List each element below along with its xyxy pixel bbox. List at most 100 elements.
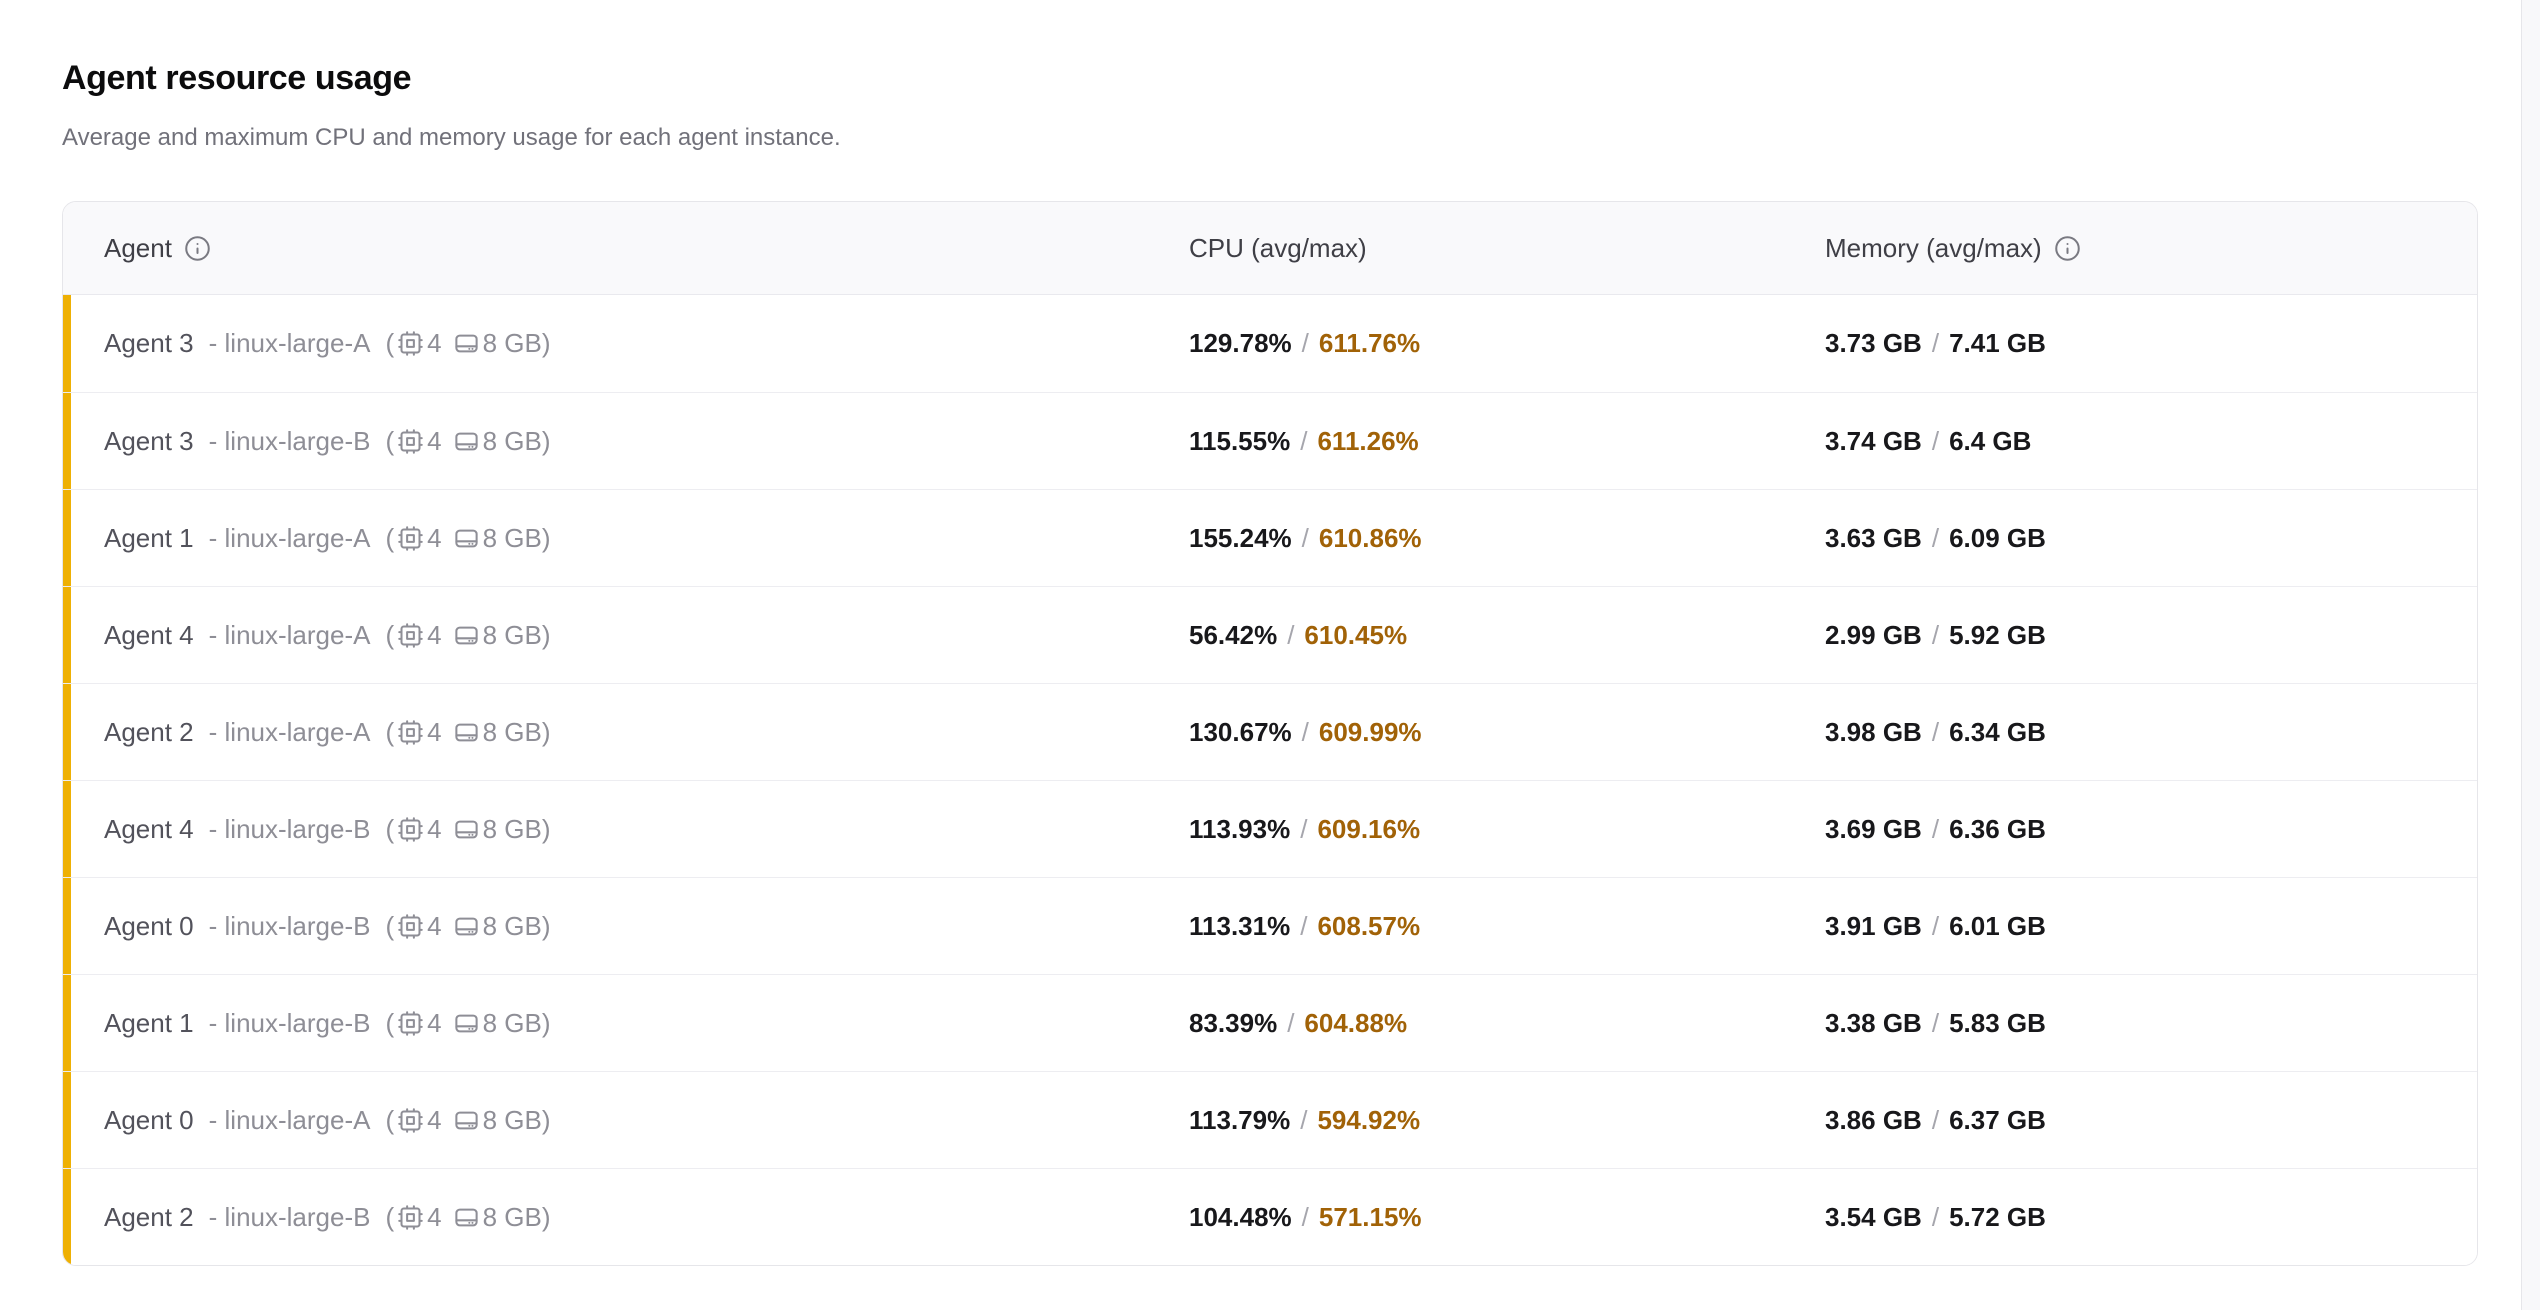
memory-drive-icon [454,820,478,838]
spec-close-paren: ) [541,813,551,844]
spec-open-paren: ( [385,813,395,844]
cpu-max-value: 610.86% [1318,522,1422,553]
cpu-count: 4 [427,522,442,553]
spec-open-paren: ( [385,1201,395,1232]
machine-spec: ( 4 8 GB ) [385,1202,550,1233]
memory-size: 8 GB [482,328,542,358]
spec-close-paren: ) [541,910,551,941]
value-separator: / [1931,1007,1940,1038]
machine-spec: ( 4 8 GB ) [385,1008,550,1039]
memory-size: 8 GB [482,522,542,553]
memory-avg-value: 3.91 GB [1825,910,1922,941]
cpu-count: 4 [427,619,442,650]
spec-open-paren: ( [385,1007,395,1038]
spec-close-paren: ) [541,522,551,553]
cpu-count: 4 [427,1201,442,1232]
memory-drive-icon [454,626,478,644]
cpu-cell: 115.55% / 611.26% [1189,426,1825,457]
value-separator: / [1301,1201,1309,1232]
agent-name: Agent 0 [104,910,194,941]
cpu-cell: 104.48% / 571.15% [1189,1202,1825,1233]
memory-max-value: 6.36 GB [1949,813,2046,844]
cpu-avg-value: 113.79% [1189,1104,1291,1135]
cpu-max-value: 571.15% [1318,1201,1422,1232]
scrollbar-track[interactable] [2521,0,2540,1310]
agent-name: Agent 1 [104,522,194,553]
value-separator: / [1300,813,1308,844]
page-subtitle: Average and maximum CPU and memory usage… [62,124,841,151]
spec-close-paren: ) [541,619,551,650]
machine-name: - linux-large-A [208,1104,371,1135]
agent-cell: Agent 1 - linux-large-A ( 4 8 GB ) [71,523,1189,554]
spec-open-paren: ( [385,522,395,553]
value-separator: / [1300,425,1308,456]
memory-avg-value: 2.99 GB [1825,619,1922,650]
cpu-chip-icon [398,1010,423,1036]
memory-size: 8 GB [482,1007,542,1038]
value-separator: / [1931,1104,1940,1135]
value-separator: / [1301,328,1309,358]
value-separator: / [1931,425,1940,456]
cpu-avg-value: 113.31% [1189,910,1291,941]
value-separator: / [1300,1104,1308,1135]
memory-drive-icon [454,432,478,450]
memory-drive-icon [454,723,478,741]
memory-cell: 3.74 GB / 6.4 GB [1825,426,2477,457]
cpu-column-label: CPU (avg/max) [1189,232,1367,263]
cpu-max-value: 611.76% [1318,328,1421,358]
cpu-cell: 113.31% / 608.57% [1189,911,1825,942]
machine-name: - linux-large-A [208,619,371,650]
cpu-cell: 155.24% / 610.86% [1189,523,1825,554]
machine-spec: ( 4 8 GB ) [385,814,550,845]
spec-open-paren: ( [385,328,395,358]
cpu-chip-icon [398,525,423,551]
cpu-cell: 129.78% / 611.76% [1189,328,1825,359]
machine-spec: ( 4 8 GB ) [385,911,550,942]
cpu-chip-icon [398,622,423,648]
cpu-avg-value: 83.39% [1189,1007,1278,1038]
spec-close-paren: ) [541,328,551,358]
memory-drive-icon [454,334,478,353]
cpu-avg-value: 115.55% [1189,425,1291,456]
agent-cell: Agent 4 - linux-large-B ( 4 8 GB ) [71,814,1189,845]
agent-usage-card: Agent CPU (avg/max) Memory (avg/max) Age… [62,201,2478,1266]
value-separator: / [1301,522,1309,553]
cpu-chip-icon [398,428,423,454]
machine-name: - linux-large-B [208,1201,371,1232]
info-icon[interactable] [2054,235,2081,262]
machine-spec: ( 4 8 GB ) [385,328,550,359]
spec-close-paren: ) [541,425,551,456]
machine-name: - linux-large-A [208,522,371,553]
machine-name: - linux-large-A [208,328,371,358]
agent-cell: Agent 1 - linux-large-B ( 4 8 GB ) [71,1008,1189,1039]
agent-name: Agent 3 [104,425,194,456]
cpu-cell: 56.42% / 610.45% [1189,620,1825,651]
table-body: Agent 3 - linux-large-A ( 4 8 GB ) [63,295,2477,1265]
table-row: Agent 4 - linux-large-B ( 4 8 GB ) [63,780,2477,877]
memory-drive-icon [454,1014,478,1032]
memory-avg-value: 3.38 GB [1825,1007,1922,1038]
table-row: Agent 0 - linux-large-B ( 4 8 GB ) [63,877,2477,974]
memory-size: 8 GB [482,813,542,844]
cpu-max-value: 609.16% [1317,813,1421,844]
value-separator: / [1931,813,1940,844]
memory-cell: 3.38 GB / 5.83 GB [1825,1008,2477,1039]
memory-max-value: 5.83 GB [1949,1007,2046,1038]
spec-open-paren: ( [385,425,395,456]
machine-spec: ( 4 8 GB ) [385,523,550,554]
memory-avg-value: 3.98 GB [1825,716,1922,747]
value-separator: / [1931,910,1940,941]
memory-avg-value: 3.63 GB [1825,522,1922,553]
info-icon[interactable] [184,235,211,262]
memory-max-value: 7.41 GB [1949,328,2046,358]
agent-name: Agent 2 [104,716,194,747]
cpu-chip-icon [398,331,423,356]
cpu-chip-icon [398,1107,423,1133]
value-separator: / [1931,619,1940,650]
cpu-avg-value: 155.24% [1189,522,1292,553]
spec-close-paren: ) [541,716,551,747]
agent-name: Agent 1 [104,1007,194,1038]
agent-cell: Agent 0 - linux-large-A ( 4 8 GB ) [71,1105,1189,1136]
cpu-avg-value: 104.48% [1189,1201,1292,1232]
agent-cell: Agent 3 - linux-large-B ( 4 8 GB ) [71,426,1189,457]
